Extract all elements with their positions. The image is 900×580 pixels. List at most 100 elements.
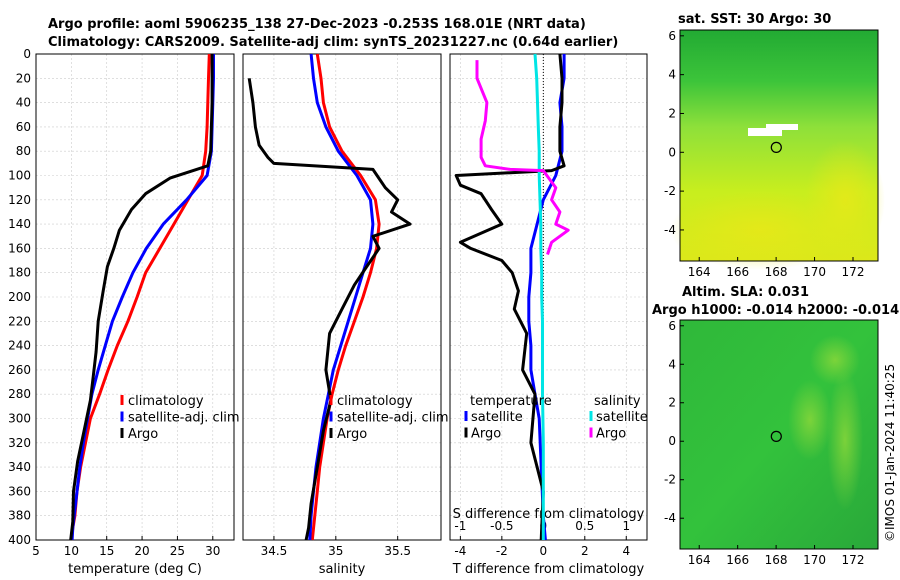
legend-title-temperature: temperature <box>470 394 552 409</box>
panel-frame <box>449 53 648 541</box>
x-axis-label: T difference from climatology <box>452 562 645 577</box>
y-tick-label: 20 <box>16 71 31 85</box>
y-tick-label: 60 <box>16 120 31 134</box>
map-y-tick-label: -4 <box>664 223 676 237</box>
x2-tick-label: 0.5 <box>575 519 594 533</box>
map-x-tick-label: 172 <box>842 265 865 279</box>
panel-salinity: 34.5 35 35.5 salinity climatology satellite-a… <box>242 53 449 577</box>
y-tick-label: 280 <box>8 387 31 401</box>
map-y-tick-label: -4 <box>664 511 676 525</box>
legend-title-salinity: salinity <box>594 394 641 409</box>
map-frame <box>679 319 879 550</box>
legend-label: Argo <box>128 427 158 442</box>
y-tick-label: 80 <box>16 144 31 158</box>
sla-map-subtitle: Argo h1000: -0.014 h2000: -0.014 <box>652 303 899 318</box>
x-tick-label: 34.5 <box>261 544 288 558</box>
figure-title-line2: Climatology: CARS2009. Satellite-adj cli… <box>48 35 618 50</box>
y-tick-label: 380 <box>8 509 31 523</box>
sst-map-field <box>670 30 885 270</box>
legend-label: satellite-adj. clim <box>128 411 240 426</box>
y-tick-label: 300 <box>8 412 31 426</box>
map-y-tick-label: 2 <box>668 106 676 120</box>
map-x-tick-label: 168 <box>765 265 788 279</box>
x-tick-label: 5 <box>32 544 40 558</box>
sla-map-field <box>680 320 878 549</box>
map-y-tick-label: 4 <box>668 68 676 82</box>
figure-title-line1: Argo profile: aoml 5906235_138 27-Dec-20… <box>48 17 586 32</box>
y-tick-label: 220 <box>8 314 31 328</box>
map-x-tick-label: 164 <box>688 265 711 279</box>
map-x-tick-label: 168 <box>765 553 788 567</box>
series-line-temperature-argo <box>454 53 566 541</box>
series-line-salinity-satellite <box>533 53 545 540</box>
y-tick-label: 100 <box>8 169 31 183</box>
x-tick-label: 25 <box>170 544 185 558</box>
panel-frame <box>35 53 235 541</box>
argo-position-marker <box>770 430 782 442</box>
y-tick-label: 340 <box>8 460 31 474</box>
y-tick-label: 200 <box>8 290 31 304</box>
panel-temperature: 0 20 40 60 80 100 120 140 160 180 200 220 240 260 280 3… <box>8 47 240 577</box>
legend-label: Argo <box>596 427 626 442</box>
legend-label: Argo <box>337 427 367 442</box>
argo-position-marker <box>770 141 782 153</box>
map-y-tick-label: 2 <box>668 396 676 410</box>
map-y-tick-label: 6 <box>668 29 676 43</box>
series-line-argo <box>69 54 214 541</box>
panel-difference: -4 -2 0 2 4 T difference from climatology -1 -0… <box>449 53 648 577</box>
map-frame <box>679 29 879 262</box>
legend-label: satellite <box>596 410 648 425</box>
x-tick-label: 2 <box>581 544 589 558</box>
map-x-tick-label: 172 <box>842 553 865 567</box>
panel-frame <box>242 53 442 541</box>
map-x-tick-label: 170 <box>803 265 826 279</box>
x2-tick-label: 1 <box>622 519 630 533</box>
map-x-tick-label: 166 <box>726 553 749 567</box>
y-tick-label: 0 <box>23 47 31 61</box>
x-tick-label: -2 <box>496 544 508 558</box>
map-y-tick-label: 6 <box>668 319 676 333</box>
map-x-tick-label: 166 <box>726 265 749 279</box>
legend-label: climatology <box>337 394 413 409</box>
x-tick-label: 35.5 <box>384 544 411 558</box>
y-tick-label: 360 <box>8 484 31 498</box>
x-tick-label: 30 <box>205 544 220 558</box>
x-tick-label: 35 <box>328 544 343 558</box>
y-tick-label: 120 <box>8 193 31 207</box>
imos-credit: ©IMOS 01-Jan-2024 11:40:25 <box>883 364 897 542</box>
x-tick-label: 4 <box>622 544 630 558</box>
x-tick-label: 20 <box>134 544 149 558</box>
map-y-tick-label: 0 <box>668 145 676 159</box>
y-tick-label: 320 <box>8 436 31 450</box>
sla-map-title: Altim. SLA: 0.031 <box>682 285 809 300</box>
x-tick-label: 0 <box>539 544 547 558</box>
map-y-tick-label: 4 <box>668 357 676 371</box>
map-y-tick-label: -2 <box>664 473 676 487</box>
map-y-tick-label: -2 <box>664 184 676 198</box>
x-tick-label: 10 <box>64 544 79 558</box>
series-line-salinity-argo <box>475 60 570 255</box>
sst-map-title: sat. SST: 30 Argo: 30 <box>678 12 831 27</box>
y-tick-label: 400 <box>8 533 31 547</box>
y-tick-label: 160 <box>8 241 31 255</box>
x2-tick-label: -0.5 <box>490 519 513 533</box>
map-sst-map: 164 166 168 170 172 -4 -2 0 2 4 6 <box>664 29 879 279</box>
y-tick-label: 40 <box>16 96 31 110</box>
map-sla-map: 164 166 168 170 172 -4 -2 0 2 4 6 <box>664 319 879 567</box>
y-tick-label: 240 <box>8 339 31 353</box>
map-x-tick-label: 164 <box>688 553 711 567</box>
y-tick-label: 140 <box>8 217 31 231</box>
x2-tick-label: -1 <box>454 519 466 533</box>
series-line-climatology <box>310 53 381 541</box>
map-x-tick-label: 170 <box>803 553 826 567</box>
legend-label: climatology <box>128 394 204 409</box>
legend-label: satellite-adj. clim <box>337 411 449 426</box>
y-tick-label: 260 <box>8 363 31 377</box>
series-line-temperature-satellite <box>527 54 566 541</box>
x2-axis-label: S difference from climatology <box>453 507 645 522</box>
x-tick-label: 15 <box>99 544 114 558</box>
x-tick-label: -4 <box>454 544 466 558</box>
legend-label: satellite <box>471 410 523 425</box>
series-line-argo <box>247 78 412 541</box>
